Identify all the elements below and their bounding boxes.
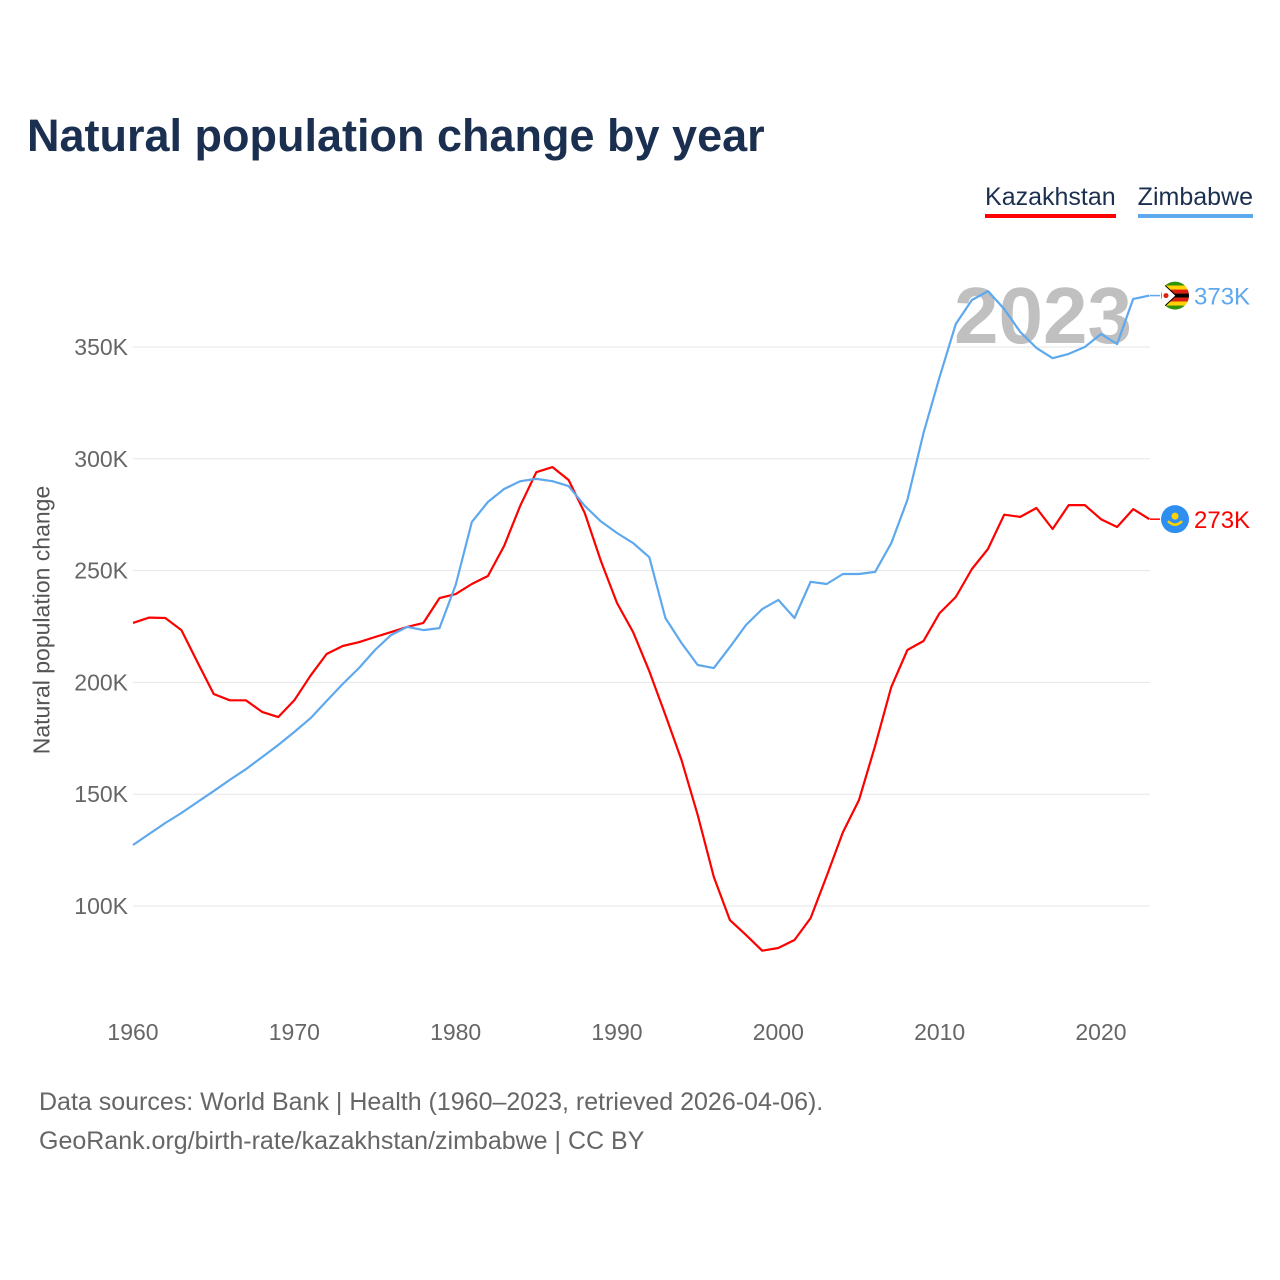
x-tick-label: 2000 (753, 1019, 804, 1045)
x-tick-label: 2010 (914, 1019, 965, 1045)
end-value-label-kazakhstan: 273K (1194, 507, 1250, 534)
legend-item-zimbabwe[interactable]: Zimbabwe (1137, 183, 1253, 218)
source-note: Data sources: World Bank | Health (1960–… (39, 1088, 824, 1116)
y-tick-label: 250K (74, 558, 128, 584)
x-tick-label: 1970 (269, 1019, 320, 1045)
x-tick-label: 1980 (430, 1019, 481, 1045)
legend-item-kazakhstan[interactable]: Kazakhstan (985, 183, 1116, 218)
zimbabwe-flag-icon (1161, 281, 1189, 310)
y-tick-label: 300K (74, 446, 128, 472)
legend: Kazakhstan Zimbabwe (985, 183, 1253, 218)
end-value-label-zimbabwe: 373K (1194, 284, 1250, 311)
year-watermark: 2023 (954, 271, 1132, 360)
y-tick-label: 350K (74, 334, 128, 360)
x-tick-label: 1960 (107, 1019, 158, 1045)
credit-note: GeoRank.org/birth-rate/kazakhstan/zimbab… (39, 1127, 645, 1155)
kazakhstan-flag-icon (1161, 505, 1189, 534)
y-tick-label: 100K (74, 893, 128, 919)
x-tick-label: 2020 (1075, 1019, 1126, 1045)
chart-title: Natural population change by year (27, 110, 765, 161)
y-tick-label: 150K (74, 781, 128, 807)
y-tick-label: 200K (74, 669, 128, 695)
series-line-zimbabwe (132, 290, 1150, 846)
series-line-kazakhstan (132, 466, 1150, 952)
x-tick-label: 1990 (591, 1019, 642, 1045)
